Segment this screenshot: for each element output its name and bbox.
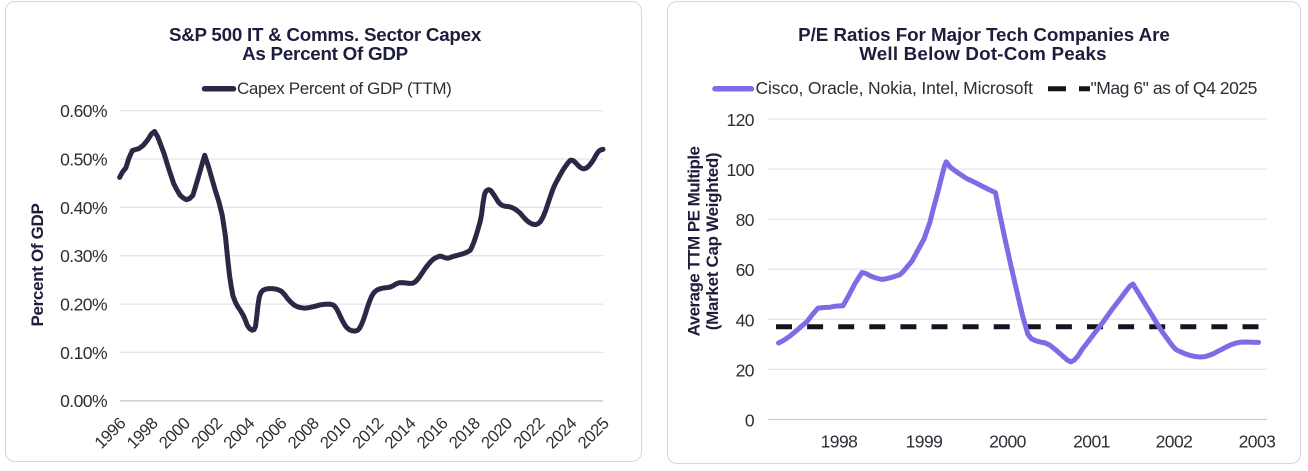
svg-text:2000: 2000	[989, 432, 1027, 452]
svg-text:2004: 2004	[220, 414, 259, 453]
svg-text:2008: 2008	[284, 414, 323, 453]
svg-text:2024: 2024	[542, 414, 581, 453]
svg-text:0.10%: 0.10%	[60, 343, 107, 363]
svg-text:1996: 1996	[91, 414, 130, 453]
svg-text:Average TTM PE Multiple: Average TTM PE Multiple	[685, 147, 704, 337]
svg-text:2006: 2006	[252, 414, 291, 453]
svg-text:2012: 2012	[349, 414, 388, 453]
svg-text:2002: 2002	[1156, 432, 1193, 452]
svg-text:1998: 1998	[821, 432, 858, 452]
svg-text:Capex Percent of GDP (TTM): Capex Percent of GDP (TTM)	[237, 79, 451, 98]
svg-text:2022: 2022	[510, 414, 549, 453]
svg-text:2010: 2010	[316, 414, 355, 453]
svg-text:2014: 2014	[381, 414, 420, 453]
svg-text:120: 120	[726, 110, 754, 130]
svg-text:(Market Cap Weighted): (Market Cap Weighted)	[703, 153, 722, 331]
svg-text:Well Below Dot-Com Peaks: Well Below Dot-Com Peaks	[859, 43, 1107, 64]
svg-text:2000: 2000	[155, 414, 194, 453]
svg-text:1998: 1998	[123, 414, 162, 453]
svg-text:2018: 2018	[445, 414, 484, 453]
svg-text:40: 40	[736, 310, 755, 330]
svg-text:0: 0	[745, 411, 755, 431]
svg-text:P/E Ratios For Major Tech Comp: P/E Ratios For Major Tech Companies Are	[798, 24, 1170, 45]
svg-text:2003: 2003	[1239, 432, 1276, 452]
svg-text:0.00%: 0.00%	[60, 391, 107, 411]
svg-text:0.60%: 0.60%	[60, 101, 107, 121]
svg-text:60: 60	[736, 260, 755, 280]
svg-text:2016: 2016	[413, 414, 452, 453]
svg-text:As Percent Of GDP: As Percent Of GDP	[242, 43, 408, 64]
svg-text:20: 20	[736, 360, 755, 380]
svg-text:0.20%: 0.20%	[60, 295, 107, 315]
svg-text:2002: 2002	[187, 414, 226, 453]
svg-text:2020: 2020	[477, 414, 516, 453]
svg-text:100: 100	[726, 160, 754, 180]
svg-text:Percent Of GDP: Percent Of GDP	[28, 204, 47, 327]
svg-text:"Mag 6" as of Q4 2025: "Mag 6" as of Q4 2025	[1091, 78, 1257, 98]
svg-text:1999: 1999	[906, 432, 943, 452]
svg-text:Cisco, Oracle, Nokia, Intel, M: Cisco, Oracle, Nokia, Intel, Microsoft	[756, 78, 1034, 98]
svg-text:0.40%: 0.40%	[60, 198, 107, 218]
svg-text:2025: 2025	[574, 414, 613, 453]
svg-text:0.50%: 0.50%	[60, 149, 107, 169]
svg-text:0.30%: 0.30%	[60, 246, 107, 266]
svg-text:S&P 500 IT & Comms. Sector Cap: S&P 500 IT & Comms. Sector Capex	[169, 24, 482, 45]
svg-text:2001: 2001	[1073, 432, 1110, 452]
svg-text:80: 80	[736, 210, 755, 230]
